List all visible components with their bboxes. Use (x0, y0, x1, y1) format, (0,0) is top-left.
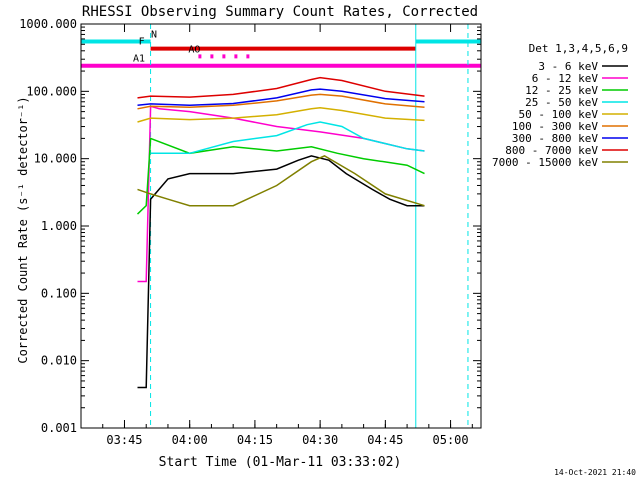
y-tick-label: 10.000 (34, 152, 77, 166)
flag-bars: NF AO A1 (81, 29, 481, 68)
x-tick-label: 04:45 (367, 433, 403, 447)
series-line (150, 121, 425, 155)
axes: 0.001 0.010 0.100 1.000 10.000 100.000 1000.00… (19, 17, 482, 447)
legend-label: 6 - 12 keV (532, 72, 599, 85)
legend-title: Det 1,3,4,5,6,9 (529, 42, 628, 55)
legend-label: 25 - 50 keV (525, 96, 598, 109)
x-tick-label: 03:45 (106, 433, 142, 447)
footer-timestamp: 14-Oct-2021 21:40 (554, 468, 636, 477)
y-tick-label: 1.000 (41, 219, 77, 233)
vertical-markers (80, 24, 469, 428)
series-lines (136, 76, 425, 389)
legend-label: 300 - 800 keV (512, 132, 598, 145)
legend-label: 3 - 6 keV (538, 60, 598, 73)
flag-label-a1: A1 (133, 54, 145, 65)
legend-label: 12 - 25 keV (525, 84, 598, 97)
legend-label: 800 - 7000 keV (505, 144, 598, 157)
y-axis-label: Corrected Count Rate (s⁻¹ detector⁻¹) (16, 96, 30, 363)
x-axis-label: Start Time (01-Mar-11 03:33:02) (159, 455, 402, 470)
chart-title: RHESSI Observing Summary Count Rates, Co… (82, 4, 478, 20)
series-line (137, 155, 425, 207)
series-line (137, 155, 425, 389)
legend-label: 100 - 300 keV (512, 120, 598, 133)
y-tick-label: 100.000 (26, 84, 77, 98)
legend-label: 7000 - 15000 keV (492, 156, 598, 169)
x-tick-label: 04:00 (172, 433, 208, 447)
legend-label: 50 - 100 keV (519, 108, 599, 121)
flag-label-f: F (139, 37, 145, 48)
series-line (137, 88, 425, 107)
y-tick-label: 0.100 (41, 286, 77, 300)
series-line (137, 76, 425, 99)
series-line (137, 93, 425, 110)
flag-label-n: N (151, 29, 157, 40)
series-line (137, 107, 425, 123)
y-tick-label: 0.001 (41, 421, 77, 435)
y-tick-label: 0.010 (41, 354, 77, 368)
plot-frame (80, 23, 482, 429)
y-tick-label: 1000.000 (19, 17, 77, 31)
x-tick-label: 05:00 (433, 433, 469, 447)
series-line (136, 137, 425, 215)
x-tick-label: 04:15 (237, 433, 273, 447)
flag-label-ao: AO (188, 44, 200, 55)
x-tick-label: 04:30 (302, 433, 338, 447)
